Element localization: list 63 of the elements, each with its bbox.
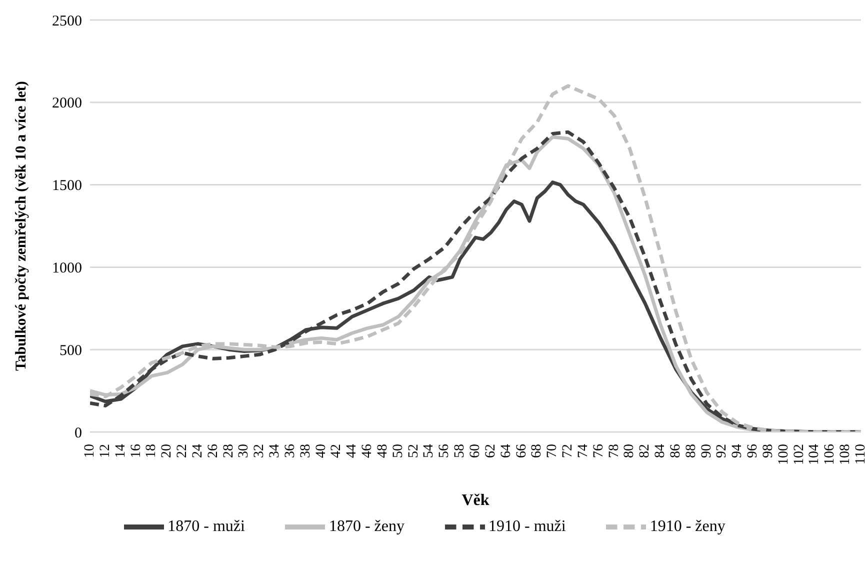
x-tick-label: 12 <box>98 444 113 458</box>
x-tick-label: 42 <box>329 444 344 458</box>
x-tick-label: 76 <box>591 444 606 458</box>
y-tick-label: 1500 <box>52 178 82 194</box>
x-tick-label: 44 <box>344 444 360 458</box>
x-tick-label: 98 <box>760 444 776 458</box>
legend-label: 1910 - ženy <box>650 518 726 535</box>
x-tick-label: 50 <box>390 444 406 458</box>
x-tick-label: 38 <box>298 444 314 458</box>
x-tick-label: 74 <box>576 444 591 458</box>
x-tick-label: 54 <box>422 444 437 458</box>
x-tick-label: 24 <box>190 444 206 458</box>
x-tick-label: 110 <box>854 444 865 464</box>
y-tick-label: 500 <box>60 342 82 359</box>
x-tick-label: 40 <box>314 444 329 458</box>
x-tick-label: 28 <box>221 444 236 458</box>
x-tick-label: 30 <box>236 444 252 458</box>
x-tick-label: 88 <box>684 444 699 458</box>
x-tick-label: 86 <box>668 444 684 458</box>
y-tick-label: 0 <box>74 425 82 442</box>
x-tick-label: 78 <box>606 444 622 458</box>
x-tick-label: 48 <box>375 444 390 458</box>
x-tick-label: 58 <box>452 444 468 458</box>
x-tick-label: 90 <box>699 444 714 458</box>
x-tick-label: 56 <box>437 444 452 458</box>
x-tick-label: 62 <box>483 444 498 458</box>
x-tick-label: 94 <box>730 444 746 458</box>
x-tick-label: 52 <box>406 444 422 458</box>
x-tick-label: 66 <box>514 444 530 458</box>
x-tick-label: 100 <box>776 444 792 465</box>
x-tick-label: 26 <box>206 444 221 458</box>
x-tick-label: 80 <box>622 444 638 458</box>
x-tick-label: 96 <box>746 444 761 458</box>
x-tick-label: 46 <box>360 444 376 458</box>
x-tick-label: 84 <box>653 444 668 458</box>
x-tick-label: 108 <box>838 444 854 465</box>
y-tick-label: 2500 <box>52 13 82 30</box>
x-tick-label: 60 <box>468 444 483 458</box>
x-tick-label: 102 <box>792 444 807 465</box>
x-tick-label: 14 <box>113 444 128 458</box>
x-tick-label: 22 <box>175 444 190 458</box>
x-tick-label: 36 <box>282 444 298 458</box>
x-tick-label: 10 <box>82 444 98 458</box>
x-tick-label: 70 <box>545 444 560 458</box>
x-tick-label: 32 <box>252 444 268 458</box>
x-tick-label: 18 <box>144 444 160 458</box>
y-tick-label: 2000 <box>52 96 82 112</box>
x-tick-label: 82 <box>638 444 653 458</box>
x-axis-title: Věk <box>462 492 490 509</box>
legend-label: 1870 - muži <box>168 518 245 535</box>
x-tick-label: 64 <box>498 444 514 458</box>
x-tick-label: 34 <box>268 444 283 458</box>
x-tick-label: 106 <box>822 444 838 465</box>
x-tick-label: 20 <box>160 444 175 458</box>
legend-label: 1870 - ženy <box>328 518 404 535</box>
legend-label: 1910 - muži <box>488 518 566 535</box>
x-tick-label: 68 <box>530 444 545 458</box>
x-tick-label: 72 <box>560 444 576 458</box>
x-tick-label: 16 <box>128 444 144 458</box>
y-tick-label: 1000 <box>52 260 82 277</box>
y-axis-title: Tabulkové počty zemřelých (věk 10 a více let) <box>13 81 30 371</box>
x-tick-label: 104 <box>807 444 822 465</box>
x-tick-label: 92 <box>714 444 730 458</box>
